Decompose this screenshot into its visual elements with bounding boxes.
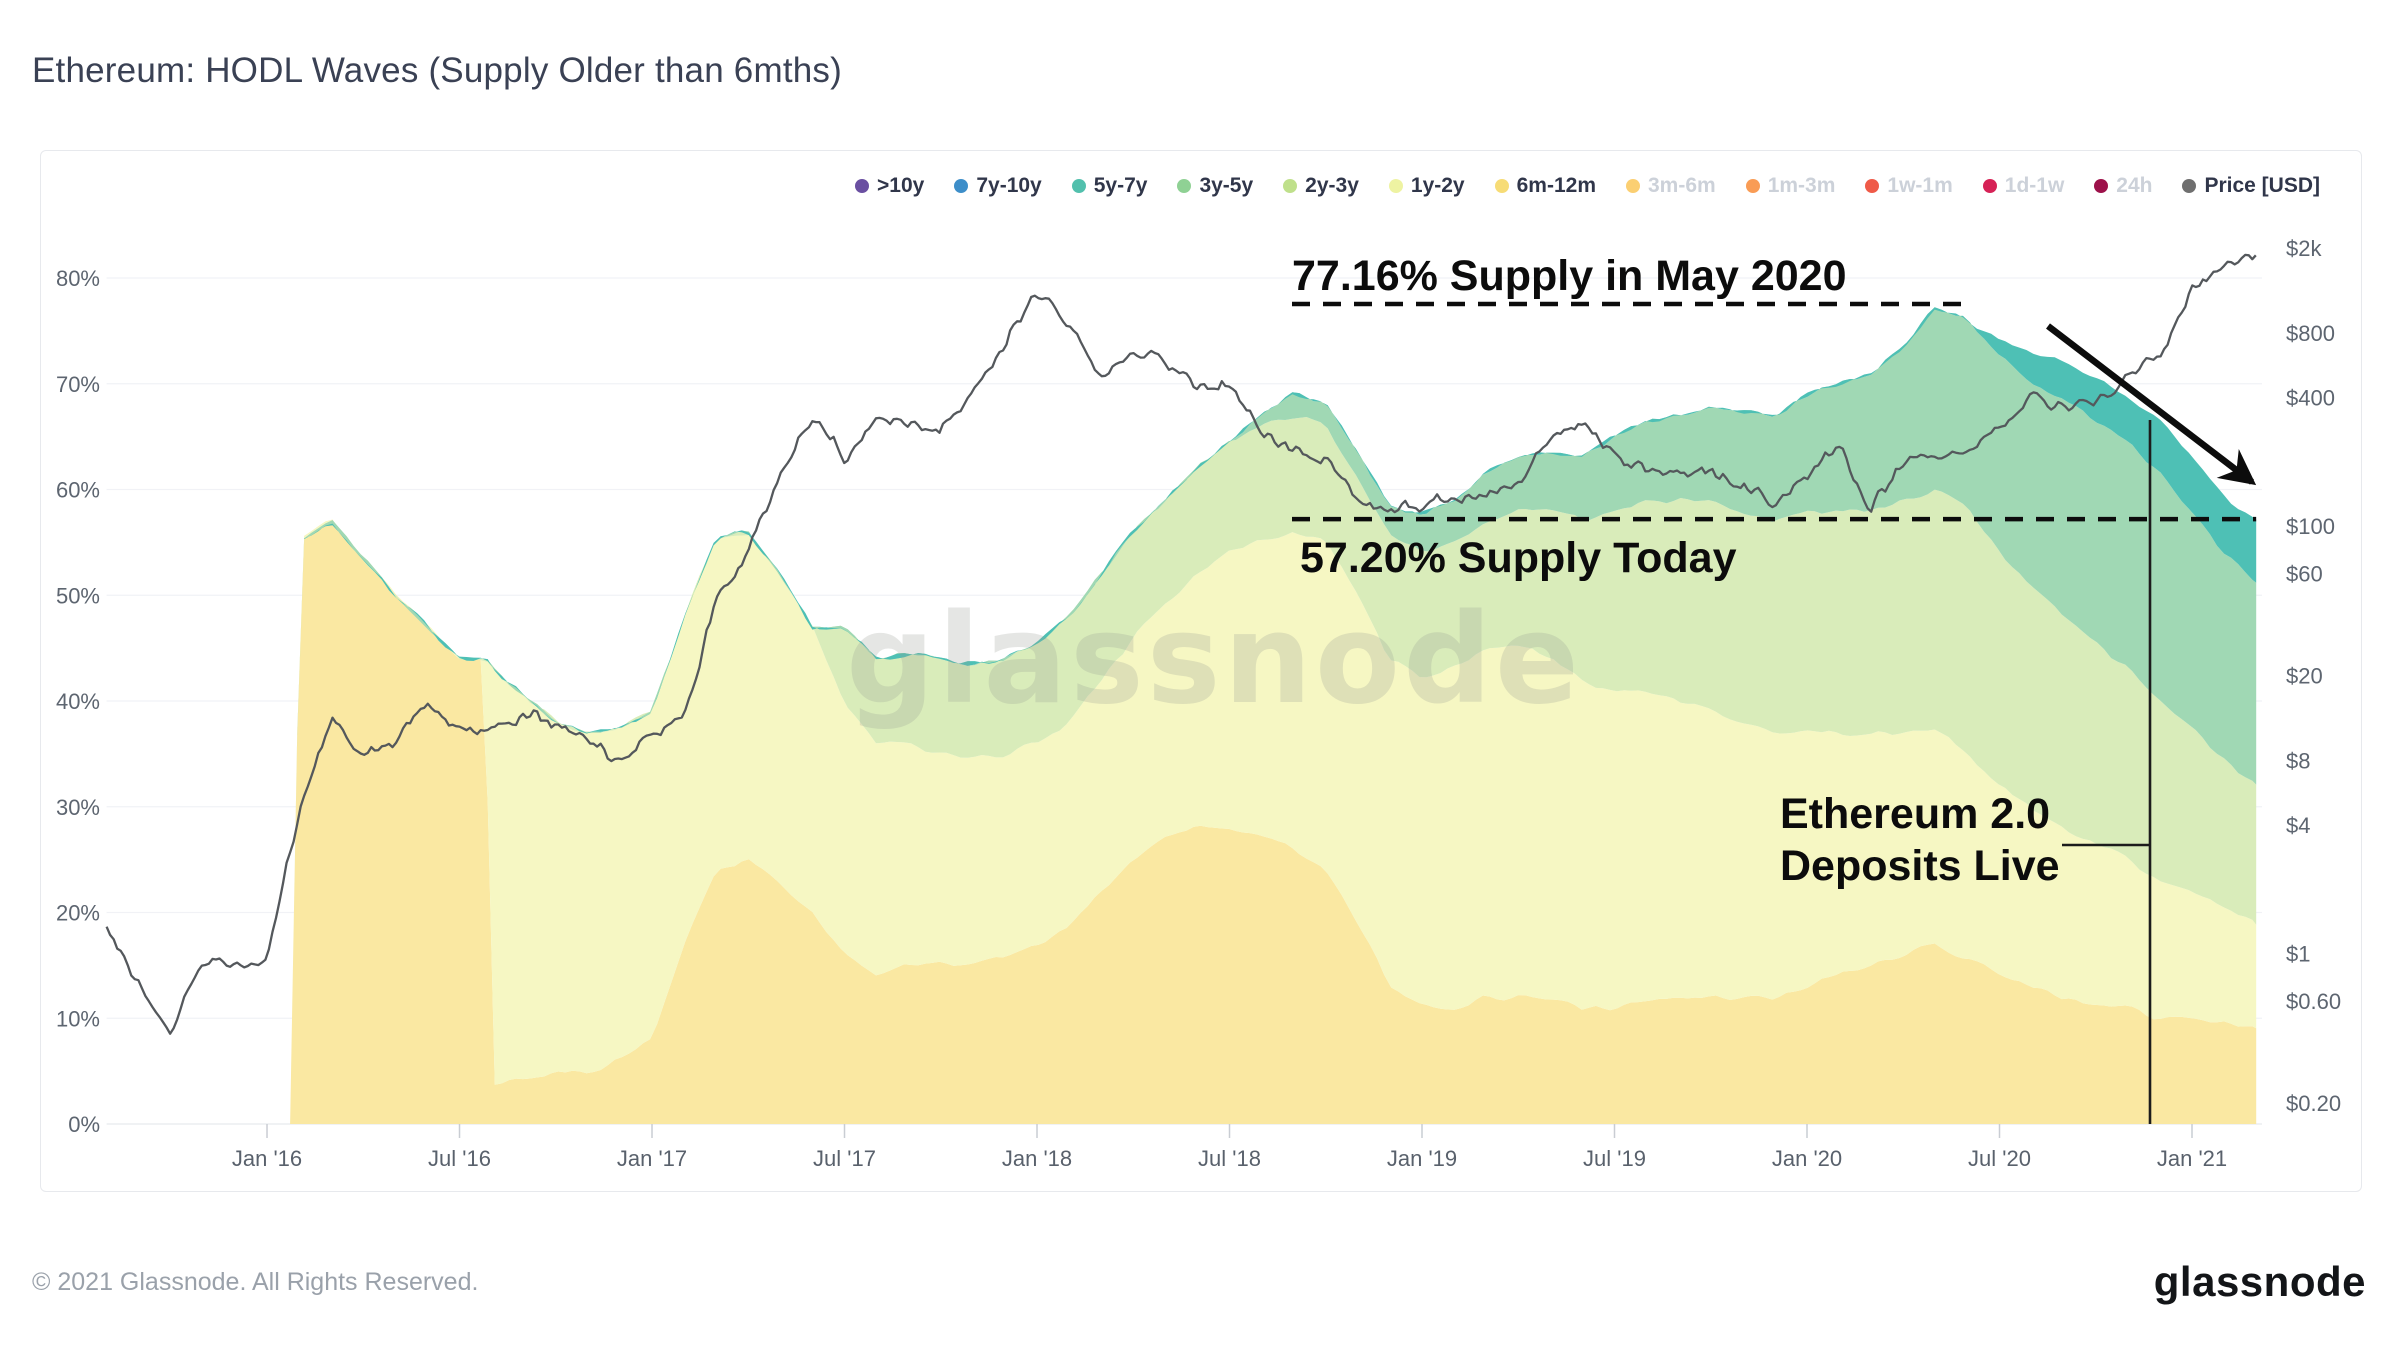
y-right-tick-label: $20 [2286, 663, 2323, 688]
x-tick-label: Jul '18 [1198, 1146, 1261, 1171]
y-right-tick-label: $2k [2286, 236, 2322, 261]
axes: 0% 10% 20% 30% 40% 50% 60% 70% 80% $2k $800 $400 $10… [56, 236, 2341, 1171]
y-right-tick-label: $8 [2286, 748, 2310, 773]
y-left-tick-label: 30% [56, 795, 100, 820]
legend-item-label: 2y-3y [1305, 174, 1359, 197]
x-tick-label: Jul '19 [1583, 1146, 1646, 1171]
y-right-tick-label: $400 [2286, 385, 2335, 410]
legend-item--10y[interactable]: >10y [855, 174, 924, 198]
legend-dot [855, 179, 870, 193]
y-right-tick-label: $100 [2286, 514, 2335, 539]
y-right-tick-label: $1 [2286, 942, 2310, 967]
y-right-tick-label: $0.20 [2286, 1091, 2341, 1116]
legend-item-1w-1m[interactable]: 1w-1m [1865, 174, 1953, 198]
x-tick-label: Jan '19 [1387, 1146, 1457, 1171]
y-left-tick-label: 80% [56, 266, 100, 291]
price-line [105, 253, 2257, 1035]
legend-item-label: 3m-6m [1648, 174, 1716, 197]
x-tick-label: Jan '16 [232, 1146, 302, 1171]
legend-item-label: 1d-1w [2004, 174, 2065, 197]
y-left-tick-label: 70% [56, 372, 100, 397]
legend-item-label: 6m-12m [1516, 174, 1596, 197]
y-left-tick-label: 0% [68, 1112, 100, 1137]
y-left-tick-label: 40% [56, 689, 100, 714]
legend-item-label: 1y-2y [1410, 174, 1465, 197]
legend-dot [1388, 179, 1403, 193]
glassnode-watermark: glassnode [846, 588, 1582, 732]
legend-item-label: 24h [2116, 174, 2153, 197]
legend-item-label: >10y [877, 174, 925, 197]
legend-item-1m-3m[interactable]: 1m-3m [1745, 174, 1836, 198]
legend-dot [1071, 179, 1086, 193]
x-tick-label: Jul '17 [813, 1146, 876, 1171]
legend-item-1d-1w[interactable]: 1d-1w [1982, 174, 2065, 198]
y-right-tick-label: $4 [2286, 813, 2310, 838]
x-tick-label: Jan '20 [1772, 1146, 1842, 1171]
legend-dot [1865, 179, 1880, 193]
annotation-supply-may2020: 77.16% Supply in May 2020 [1292, 252, 1847, 300]
annotation-eth2-deposits: Ethereum 2.0 Deposits Live [1780, 788, 2060, 893]
legend-item-3y-5y[interactable]: 3y-5y [1177, 174, 1253, 198]
legend-dot [1626, 179, 1640, 193]
y-left-tick-label: 10% [56, 1006, 100, 1031]
legend-item-label: 1m-3m [1767, 174, 1836, 197]
copyright-text: © 2021 Glassnode. All Rights Reserved. [32, 1268, 479, 1296]
legend-item-price-usd-[interactable]: Price [USD] [2182, 174, 2320, 198]
x-tick-label: Jan '17 [617, 1146, 687, 1171]
x-tick-label: Jul '16 [428, 1146, 491, 1171]
y-right-tick-label: $800 [2286, 321, 2335, 346]
y-left-tick-label: 50% [56, 583, 100, 608]
legend-dot [1494, 179, 1509, 193]
legend-item-label: 3y-5y [1199, 174, 1254, 197]
legend-dot [2182, 179, 2197, 193]
decline-arrow [2046, 323, 2257, 486]
y-left-tick-label: 60% [56, 478, 100, 503]
stacked-areas [106, 307, 2257, 1124]
chart-legend: >10y 7y-10y 5y-7y 3y-5y 2y-3y 1y-2y 6m-12m 3m-6… [855, 174, 2320, 198]
x-tick-label: Jan '21 [2157, 1146, 2227, 1171]
area-band-6m-12m [106, 519, 2257, 1124]
glassnode-logo: glassnode [2153, 1258, 2366, 1305]
legend-item-5y-7y[interactable]: 5y-7y [1071, 174, 1148, 198]
x-tick-label: Jan '18 [1002, 1146, 1072, 1171]
legend-item-24h[interactable]: 24h [2094, 174, 2152, 198]
legend-item-label: 7y-10y [976, 174, 1042, 197]
annotation-eth2-line1: Ethereum 2.0 [1780, 790, 2051, 838]
legend-dot [954, 179, 969, 193]
legend-item-1y-2y[interactable]: 1y-2y [1388, 174, 1465, 198]
legend-dot [1745, 179, 1760, 193]
y-left-tick-label: 20% [56, 901, 100, 926]
legend-item-2y-3y[interactable]: 2y-3y [1283, 174, 1359, 198]
legend-item-label: 5y-7y [1093, 174, 1148, 197]
legend-item-label: Price [USD] [2204, 174, 2320, 197]
legend-item-7y-10y[interactable]: 7y-10y [954, 174, 1042, 198]
area-band-3y-5y [106, 307, 2257, 1124]
annotation-supply-today: 57.20% Supply Today [1300, 534, 1737, 582]
legend-item-3m-6m[interactable]: 3m-6m [1626, 174, 1716, 198]
area-band-2y-3y [106, 417, 2257, 1124]
legend-dot [1283, 179, 1298, 193]
legend-item-label: 1w-1m [1887, 174, 1953, 197]
legend-dot [1982, 179, 1997, 193]
annotation-graphics [1292, 301, 2257, 1124]
x-tick-label: Jul '20 [1968, 1146, 2031, 1171]
page-title: Ethereum: HODL Waves (Supply Older than … [32, 51, 842, 91]
annotation-eth2-line2: Deposits Live [1780, 842, 2060, 891]
area-band-1y-2y [106, 519, 2257, 1124]
legend-dot [2094, 179, 2109, 193]
legend-item-6m-12m[interactable]: 6m-12m [1494, 174, 1596, 198]
y-right-tick-label: $60 [2286, 561, 2323, 586]
y-right-tick-label: $0.60 [2286, 989, 2341, 1014]
legend-dot [1177, 179, 1192, 193]
